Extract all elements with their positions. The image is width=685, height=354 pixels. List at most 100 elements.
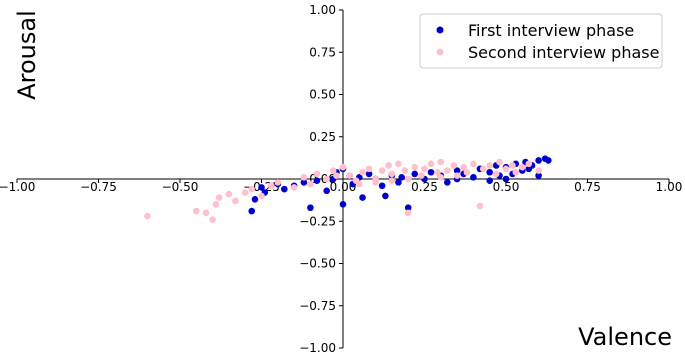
point xyxy=(307,180,314,188)
point xyxy=(300,179,308,186)
point xyxy=(453,167,461,174)
x-tick-label: −0.50 xyxy=(162,180,199,194)
x-tick-label: −1.00 xyxy=(0,180,35,194)
y-tick-label: 0.75 xyxy=(309,45,336,59)
point xyxy=(453,172,461,179)
point xyxy=(535,157,542,164)
y-tick-label: 0.50 xyxy=(309,88,336,102)
point xyxy=(460,163,467,171)
y-tick-label: 0.25 xyxy=(309,130,336,144)
point xyxy=(417,172,425,179)
point xyxy=(479,165,487,173)
point xyxy=(519,163,526,171)
point xyxy=(365,170,373,178)
point xyxy=(359,194,366,201)
point xyxy=(486,177,494,184)
point xyxy=(372,179,379,186)
legend-marker xyxy=(436,48,444,56)
point xyxy=(258,184,265,191)
point xyxy=(437,174,445,181)
point xyxy=(339,163,347,171)
point xyxy=(398,174,405,181)
point xyxy=(274,179,282,186)
point xyxy=(378,182,386,190)
point xyxy=(333,172,340,179)
point xyxy=(450,162,458,169)
point xyxy=(444,179,451,186)
point xyxy=(388,170,396,178)
point xyxy=(323,187,331,195)
y-tick-label: −0.50 xyxy=(299,257,336,271)
point xyxy=(248,207,256,215)
point xyxy=(411,170,419,178)
legend-box xyxy=(419,13,663,69)
point xyxy=(404,209,412,217)
y-tick-label: 1.00 xyxy=(309,3,336,17)
point xyxy=(144,212,151,220)
point xyxy=(502,175,510,183)
point xyxy=(486,168,494,176)
point xyxy=(346,172,353,179)
point xyxy=(329,167,337,174)
x-tick-label: 0.25 xyxy=(411,180,438,194)
point xyxy=(470,160,477,168)
y-tick-label: −1.00 xyxy=(299,341,336,354)
x-tick-label: 0.75 xyxy=(574,180,601,194)
point xyxy=(356,180,363,188)
point xyxy=(427,160,435,168)
point xyxy=(209,216,216,223)
point xyxy=(492,170,500,178)
x-tick-label: 0.50 xyxy=(493,180,520,194)
point xyxy=(313,177,321,184)
point xyxy=(463,168,471,176)
x-axis-label: Valence xyxy=(578,323,672,351)
point xyxy=(496,158,503,166)
point xyxy=(281,185,288,193)
point xyxy=(359,168,366,176)
point xyxy=(404,204,412,212)
point xyxy=(444,167,451,174)
x-tick-label: 1.00 xyxy=(656,180,683,194)
point xyxy=(545,157,552,164)
point xyxy=(535,172,542,179)
point xyxy=(512,168,520,176)
point xyxy=(241,189,249,196)
y-axis-label: Arousal xyxy=(13,10,41,100)
y-tick-label: −0.75 xyxy=(299,299,336,313)
legend-marker xyxy=(436,26,444,34)
point xyxy=(404,175,412,183)
point xyxy=(421,165,428,173)
point xyxy=(248,185,256,193)
point xyxy=(476,202,484,210)
point xyxy=(300,174,308,181)
point xyxy=(215,194,223,201)
point xyxy=(212,201,220,208)
point xyxy=(202,209,210,217)
point xyxy=(525,160,533,168)
point xyxy=(427,168,435,176)
point xyxy=(382,192,389,200)
point xyxy=(378,167,386,174)
point xyxy=(535,167,542,174)
point xyxy=(401,167,409,174)
point xyxy=(434,168,441,176)
point xyxy=(470,174,477,181)
point xyxy=(502,165,510,173)
point xyxy=(323,175,331,183)
x-tick-label: −0.75 xyxy=(80,180,117,194)
point xyxy=(365,165,373,173)
point xyxy=(307,204,314,212)
point xyxy=(258,192,265,200)
point xyxy=(251,195,259,203)
point xyxy=(388,177,396,184)
point xyxy=(290,184,298,191)
point xyxy=(339,201,347,208)
legend-label: Second interview phase xyxy=(468,43,659,62)
point xyxy=(395,160,402,168)
point xyxy=(385,162,392,169)
point xyxy=(225,190,233,198)
y-tick-label: −0.25 xyxy=(299,214,336,228)
point xyxy=(509,162,516,169)
point xyxy=(411,163,419,171)
